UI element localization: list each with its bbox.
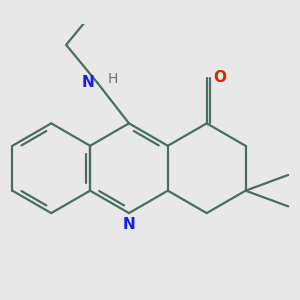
Text: H: H: [107, 73, 118, 86]
Text: N: N: [82, 75, 95, 90]
Text: N: N: [123, 217, 135, 232]
Text: O: O: [213, 70, 226, 85]
